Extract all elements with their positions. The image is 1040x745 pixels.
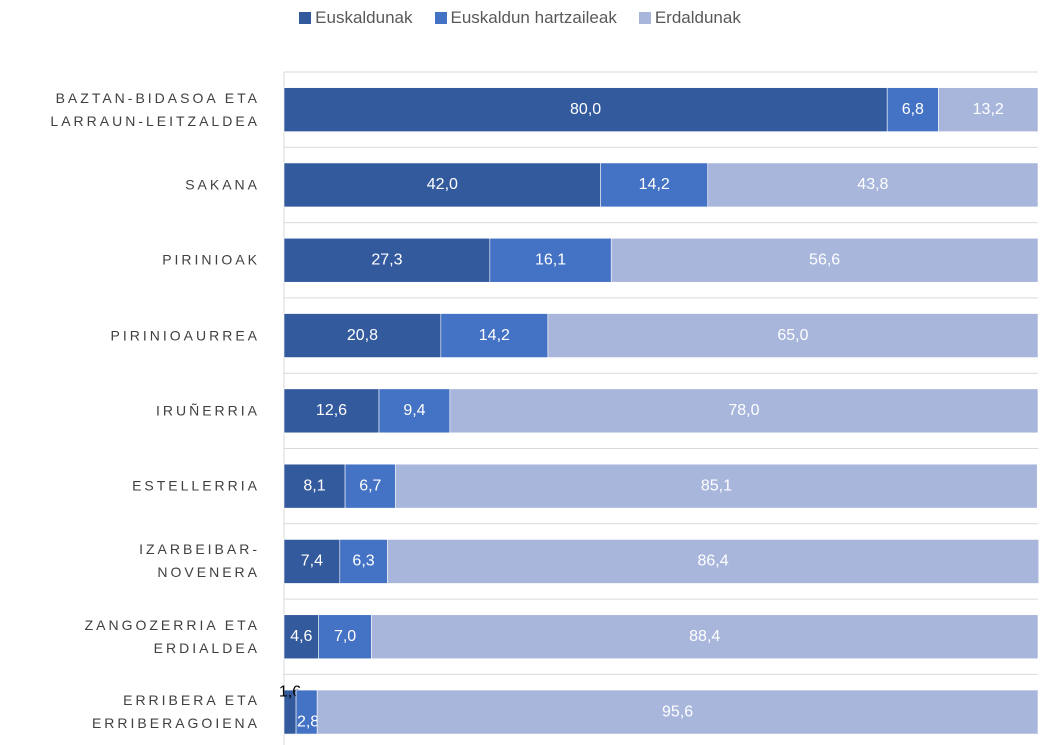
bar-segment — [371, 614, 1039, 660]
data-label: 2,8 — [297, 713, 319, 730]
data-label: 6,8 — [902, 101, 924, 118]
data-label: 14,2 — [639, 176, 670, 193]
legend-swatch — [638, 12, 651, 24]
bar-segment — [440, 313, 549, 358]
bar-segment — [283, 313, 442, 358]
legend-swatch — [434, 12, 447, 24]
data-label: 7,0 — [334, 628, 356, 645]
category-label: SAKANA — [185, 176, 260, 193]
data-label: 86,4 — [697, 553, 728, 570]
data-label: 88,4 — [689, 628, 720, 645]
data-label: 78,0 — [728, 402, 759, 419]
bar-segment — [339, 539, 388, 584]
legend-item: Euskaldunak — [299, 8, 413, 28]
category-label: PIRINIOAK — [162, 251, 260, 268]
data-label: 6,7 — [359, 477, 381, 494]
data-label: 43,8 — [857, 176, 888, 193]
bar-segment — [283, 162, 601, 208]
data-label: 20,8 — [347, 327, 378, 344]
data-label: 9,4 — [403, 402, 425, 419]
legend: Euskaldunak Euskaldun hartzaileak Erdaldun… — [0, 8, 1040, 28]
bar-segment — [316, 689, 1039, 735]
data-label: 65,0 — [777, 327, 808, 344]
bar-segment — [283, 237, 491, 283]
data-label: 4,6 — [290, 628, 312, 645]
category-label: ZANGOZERRIA ETA ERDIALDEA — [84, 616, 260, 656]
data-label: 42,0 — [427, 176, 458, 193]
data-label: 14,2 — [479, 327, 510, 344]
data-label: 85,1 — [701, 477, 732, 494]
bar-segment — [449, 388, 1039, 434]
bar-segment — [378, 388, 451, 434]
bar-segment — [547, 313, 1039, 358]
data-label: 12,6 — [316, 402, 347, 419]
bar-segment — [386, 539, 1040, 584]
data-label: 16,1 — [535, 251, 566, 268]
category-label: IRUÑERRIA — [155, 402, 260, 419]
category-label: ERRIBERA ETA ERRIBERAGOIENA — [91, 692, 260, 732]
bar-segment — [886, 87, 939, 132]
legend-item: Euskaldun hartzaileak — [434, 8, 617, 28]
legend-label: Euskaldunak — [315, 8, 413, 27]
data-label: 6,3 — [352, 553, 374, 570]
legend-label: Euskaldun hartzaileak — [450, 8, 617, 27]
bar-segment — [283, 87, 888, 132]
category-label: PIRINIOAURREA — [110, 327, 260, 344]
bar-segment — [283, 388, 380, 434]
bar-segment — [283, 614, 319, 660]
data-label: 95,6 — [662, 703, 693, 720]
legend-item: Erdaldunak — [638, 8, 741, 28]
bar-segment — [600, 162, 709, 208]
bar-segment — [707, 162, 1039, 208]
data-label: 8,1 — [303, 477, 325, 494]
legend-label: Erdaldunak — [654, 8, 741, 27]
bar-segment — [395, 463, 1038, 509]
data-label: 80,0 — [570, 101, 601, 118]
bar-segment — [283, 463, 346, 509]
category-label: BAZTAN-BIDASOA ETA LARRAUN-LEITZALDEA — [50, 89, 260, 129]
data-label: 1,6 — [279, 683, 301, 700]
data-label: 13,2 — [973, 101, 1004, 118]
category-label: IZARBEIBAR- NOVENERA — [139, 541, 260, 581]
bar-segment — [318, 614, 372, 660]
data-label: 56,6 — [809, 251, 840, 268]
bar-segment — [610, 237, 1039, 283]
bar-segment — [938, 87, 1039, 132]
bar-segment — [283, 539, 341, 584]
data-label: 7,4 — [301, 553, 323, 570]
category-label: ESTELLERRIA — [132, 477, 260, 494]
data-label: 27,3 — [371, 251, 402, 268]
legend-swatch — [299, 12, 312, 24]
bar-segment — [489, 237, 612, 283]
